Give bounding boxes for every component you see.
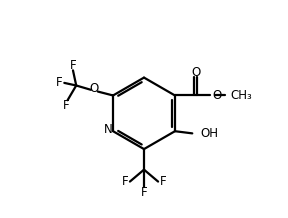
Text: F: F [70,59,76,72]
Text: O: O [191,66,200,79]
Text: F: F [63,99,70,112]
Text: N: N [104,123,113,136]
Text: CH₃: CH₃ [230,89,252,102]
Text: F: F [160,175,166,188]
Text: F: F [122,175,128,188]
Text: O: O [89,82,98,95]
Text: OH: OH [200,127,219,140]
Text: F: F [56,76,62,89]
Text: F: F [141,186,147,199]
Text: O: O [213,89,222,102]
